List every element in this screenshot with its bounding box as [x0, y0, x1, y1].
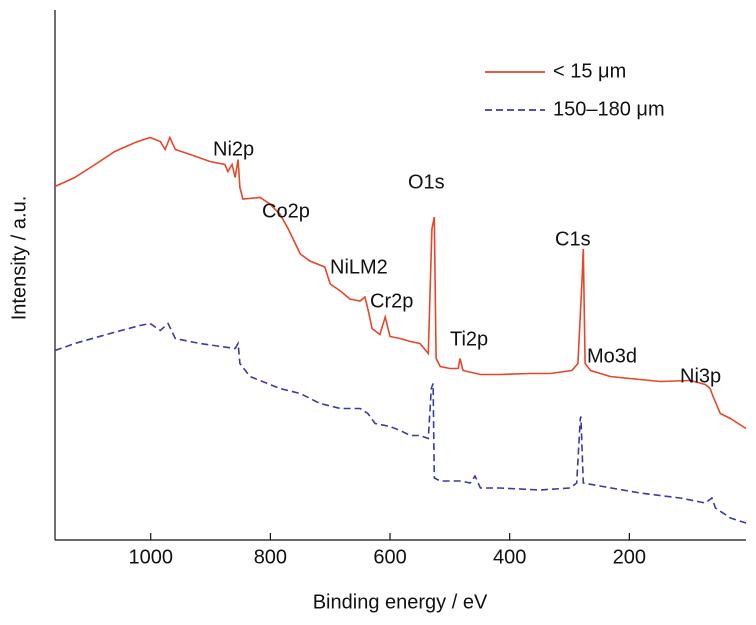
peak-label: Ti2p: [450, 328, 488, 350]
peak-label: Mo3d: [587, 345, 637, 367]
x-tick-label: 600: [373, 546, 406, 568]
x-axis-label: Binding energy / eV: [313, 591, 488, 613]
peak-label: C1s: [555, 228, 591, 250]
peak-label: Cr2p: [370, 290, 413, 312]
x-tick-label: 800: [254, 546, 287, 568]
x-tick-label: 1000: [128, 546, 173, 568]
y-axis-label: Intensity / a.u.: [8, 196, 30, 321]
peak-label: O1s: [408, 171, 445, 193]
peak-label: Ni2p: [213, 138, 254, 160]
x-tick-label: 400: [493, 546, 526, 568]
legend-label: 150–180 μm: [553, 98, 665, 120]
peak-label: NiLM2: [330, 256, 388, 278]
peak-label: Ni3p: [680, 365, 721, 387]
peak-label: Co2p: [262, 200, 310, 222]
series-line: [54, 322, 747, 524]
series-line: [54, 135, 747, 430]
legend-label: < 15 μm: [553, 60, 626, 82]
x-tick-label: 200: [613, 546, 646, 568]
